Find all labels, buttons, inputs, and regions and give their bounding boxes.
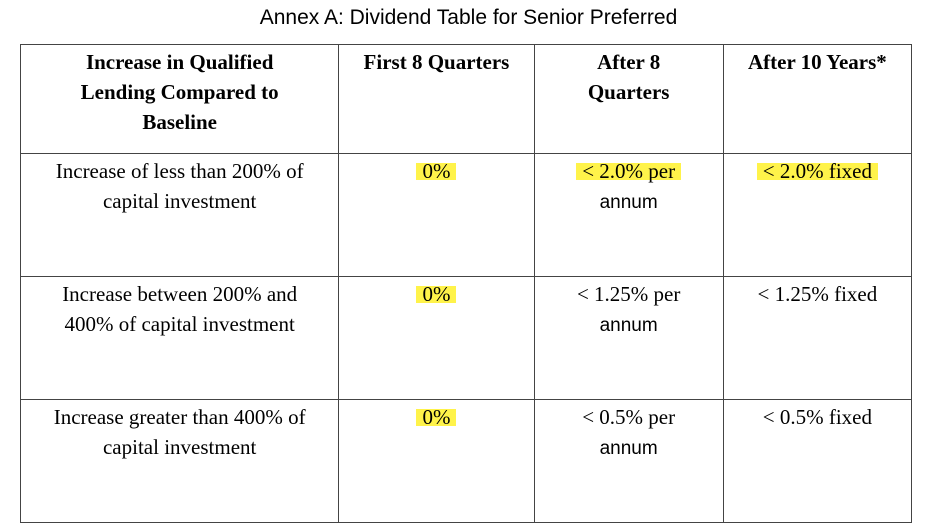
cell-after-10: < 0.5% fixed <box>722 399 913 523</box>
cell-first-8: 0% <box>338 399 535 523</box>
cell-after-8: < 2.0% per annum <box>533 153 724 277</box>
highlighted-value: 0% <box>416 405 457 429</box>
annum-label: annum <box>599 438 658 459</box>
value-text: < 0.5% per <box>582 405 676 429</box>
header-row: Increase in Qualified Lending Compared t… <box>19 44 913 154</box>
cell-after-8: < 0.5% per annum <box>533 399 724 523</box>
table-row: Increase between 200% and 400% of capita… <box>19 276 913 400</box>
highlighted-value: < 2.0% per <box>576 159 682 183</box>
table-caption: Annex A: Dividend Table for Senior Prefe… <box>0 6 937 30</box>
caption-text: Annex A: Dividend Table for Senior Prefe… <box>259 6 678 29</box>
value-text: < 1.25% per <box>576 282 681 306</box>
header-after-10-years: After 10 Years* <box>722 44 913 154</box>
cell-first-8: 0% <box>338 153 535 277</box>
cell-first-8: 0% <box>338 276 535 400</box>
header-increase: Increase in Qualified Lending Compared t… <box>19 44 340 154</box>
value-text: < 0.5% fixed <box>762 405 872 429</box>
cell-increase: Increase greater than 400% of capital in… <box>19 399 340 523</box>
dividend-table: Increase in Qualified Lending Compared t… <box>19 44 913 523</box>
cell-increase: Increase between 200% and 400% of capita… <box>19 276 340 400</box>
cell-after-10: < 2.0% fixed <box>722 153 913 277</box>
cell-after-10: < 1.25% fixed <box>722 276 913 400</box>
table-row: Increase greater than 400% of capital in… <box>19 399 913 523</box>
header-first-8-quarters: First 8 Quarters <box>338 44 535 154</box>
cell-after-8: < 1.25% per annum <box>533 276 724 400</box>
cell-increase: Increase of less than 200% of capital in… <box>19 153 340 277</box>
header-after-8-quarters: After 8 Quarters <box>533 44 724 154</box>
highlighted-value: 0% <box>416 159 457 183</box>
table-row: Increase of less than 200% of capital in… <box>19 153 913 277</box>
annum-label: annum <box>599 315 658 336</box>
annum-label: annum <box>599 192 658 213</box>
value-text: < 1.25% fixed <box>757 282 878 306</box>
highlighted-value: 0% <box>416 282 457 306</box>
highlighted-value: < 2.0% fixed <box>756 159 878 183</box>
